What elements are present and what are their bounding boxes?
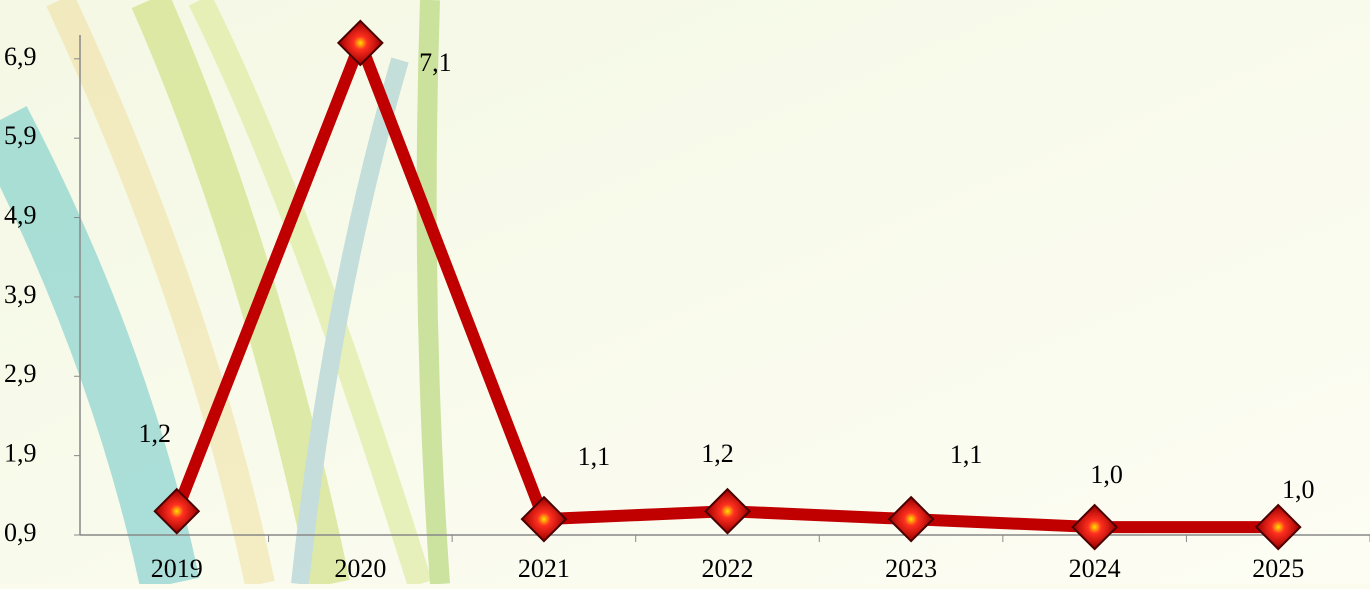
value-label: 1,0 (1090, 460, 1123, 489)
y-tick-label: 0,9 (4, 518, 37, 547)
y-tick-label: 3,9 (4, 280, 37, 309)
value-label: 7,1 (419, 48, 452, 77)
y-tick-label: 2,9 (4, 359, 37, 388)
x-tick-label: 2022 (702, 554, 754, 583)
x-tick-label: 2024 (1069, 554, 1121, 583)
y-tick-label: 1,9 (4, 439, 37, 468)
y-tick-label: 6,9 (4, 42, 37, 71)
value-label: 1,2 (139, 419, 172, 448)
value-label: 1,1 (578, 442, 611, 471)
value-label: 1,0 (1282, 475, 1315, 504)
value-label: 1,2 (701, 439, 734, 468)
y-tick-label: 5,9 (4, 121, 37, 150)
x-tick-label: 2025 (1252, 554, 1304, 583)
x-tick-label: 2023 (885, 554, 937, 583)
y-tick-label: 4,9 (4, 201, 37, 230)
chart: 0,9 1,9 2,9 3,9 4,9 5,9 6,9 2019 2020 2021 2022 202… (0, 0, 1370, 584)
page: 0,9 1,9 2,9 3,9 4,9 5,9 6,9 2019 2020 2021 2022 202… (0, 0, 1370, 584)
value-label: 1,1 (950, 440, 983, 469)
x-tick-label: 2019 (151, 554, 203, 583)
x-tick-label: 2021 (518, 554, 570, 583)
x-tick-label: 2020 (334, 554, 386, 583)
